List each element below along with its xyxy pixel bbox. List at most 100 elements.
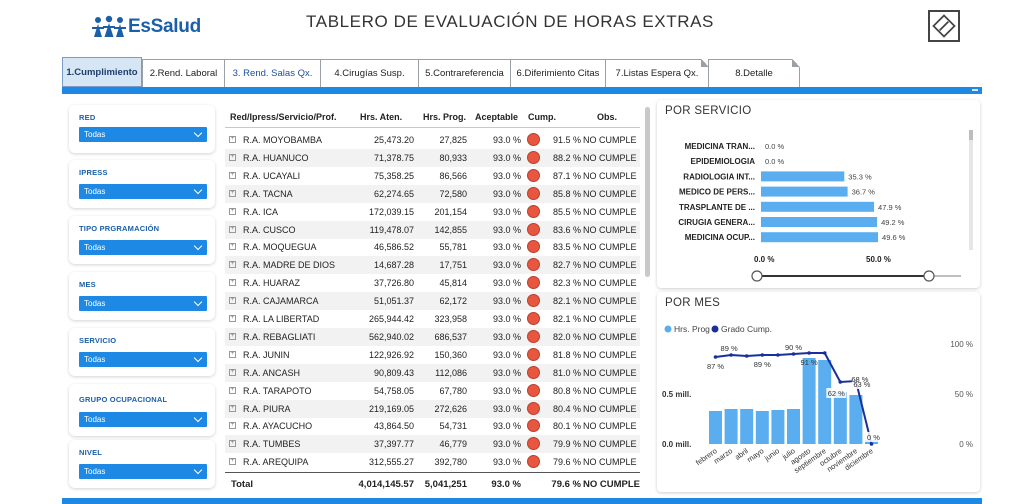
table-scrollbar[interactable] [645, 107, 650, 277]
table-row[interactable]: + R.A. AREQUIPA 312,555.27 392,780 93.0 % 79.… [225, 453, 640, 471]
mes-line-point[interactable] [744, 354, 749, 358]
row-name: R.A. TARAPOTO [243, 385, 312, 396]
mes-bar[interactable] [802, 358, 816, 444]
expand-row-icon[interactable]: + [229, 315, 236, 322]
expand-row-icon[interactable]: + [229, 261, 236, 269]
row-aceptable: 93.0 % [492, 224, 521, 235]
table-row[interactable]: + R.A. HUARAZ 37,726.80 45,814 93.0 % 82.3 % N… [225, 274, 640, 292]
table-row[interactable]: + R.A. ICA 172,039.15 201,154 93.0 % 85.5 % NO… [225, 203, 640, 221]
expand-row-icon[interactable]: + [229, 243, 236, 251]
expand-row-icon[interactable]: + [229, 297, 236, 305]
filter-dropdown[interactable]: Todas [79, 412, 207, 427]
column-header-name[interactable]: Red/Ipress/Servicio/Prof. [230, 112, 337, 122]
expand-row-icon[interactable]: + [229, 189, 236, 197]
expand-row-icon[interactable]: + [229, 404, 236, 412]
column-header-cump[interactable]: Cump. [528, 112, 556, 122]
row-hrs-prog: 17,751 [439, 260, 467, 271]
table-row[interactable]: + R.A. UCAYALI 75,358.25 86,566 93.0 % 87.1 %… [225, 167, 640, 185]
table-row[interactable]: + R.A. MOQUEGUA 46,586.52 55,781 93.0 % 83.5 … [225, 238, 640, 256]
expand-row-icon[interactable]: + [229, 207, 236, 215]
mes-line-point[interactable] [869, 442, 874, 446]
mes-bar[interactable] [724, 409, 738, 444]
row-hrs-aten: 75,358.25 [373, 170, 414, 181]
expand-row-icon[interactable]: + [229, 136, 236, 143]
range-slider-handle-max[interactable] [923, 270, 935, 282]
expand-row-icon[interactable]: + [229, 440, 236, 448]
mes-line-point[interactable] [729, 353, 733, 357]
table-row[interactable]: + R.A. AYACUCHO 43,864.50 54,731 93.0 % 80.1 … [225, 417, 640, 435]
mes-bar[interactable] [833, 392, 847, 444]
table-row[interactable]: + R.A. REBAGLIATI 562,940.02 686,537 93.0 % 8… [225, 327, 640, 346]
table-row[interactable]: + R.A. HUANUCO 71,378.75 80,933 93.0 % 88.2 %… [225, 148, 640, 167]
tab-detalle[interactable]: 8.Detalle [708, 59, 800, 87]
expand-row-icon[interactable]: + [229, 279, 236, 287]
tab-contrareferencia[interactable]: 5.Contrareferencia [418, 59, 510, 87]
servicio-bar[interactable] [761, 232, 879, 243]
range-slider-handle-min[interactable] [751, 270, 763, 282]
mes-line-point[interactable] [791, 352, 796, 356]
tab-diferimiento-citas[interactable]: 6.Diferimiento Citas [510, 59, 605, 87]
column-header-hrs-aten[interactable]: Hrs. Aten. [360, 112, 403, 122]
filter-dropdown[interactable]: Todas [79, 296, 207, 311]
expand-row-icon[interactable]: + [229, 171, 236, 179]
servicio-scrollbar-thumb[interactable] [969, 130, 973, 140]
mes-line-point[interactable] [776, 353, 780, 357]
expand-row-icon[interactable]: + [229, 225, 236, 233]
expand-row-icon[interactable]: + [229, 332, 236, 340]
row-hrs-aten: 25,473.20 [373, 135, 414, 145]
mes-line-point[interactable] [713, 355, 718, 359]
column-header-aceptable[interactable]: Aceptable [475, 112, 519, 122]
mes-bar[interactable] [818, 360, 832, 444]
servicio-bar[interactable] [761, 186, 848, 197]
filter-dropdown[interactable]: Todas [79, 127, 207, 142]
tab-cumplimiento[interactable]: 1.Cumplimiento [62, 57, 142, 87]
expand-row-icon[interactable]: + [229, 422, 236, 430]
table-row[interactable]: + R.A. TARAPOTO 54,758.05 67,780 93.0 % 80.8 … [225, 382, 640, 400]
tab-listas-espera-qx[interactable]: 7.Listas Espera Qx. [605, 59, 709, 87]
mes-line-point[interactable] [838, 380, 843, 384]
filter-dropdown[interactable]: Todas [79, 352, 207, 367]
mes-bar[interactable] [849, 395, 863, 444]
servicio-bar[interactable] [761, 201, 875, 212]
mes-bar[interactable] [740, 409, 754, 444]
servicio-bar[interactable] [761, 171, 845, 182]
diamond-edit-icon[interactable] [928, 10, 960, 42]
tab-rend-salas-qx[interactable]: 3. Rend. Salas Qx. [224, 59, 320, 87]
filter-dropdown[interactable]: Todas [79, 464, 207, 479]
filter-dropdown[interactable]: Todas [79, 240, 207, 255]
expand-row-icon[interactable]: + [229, 368, 236, 376]
table-row[interactable]: + R.A. TUMBES 37,397.77 46,779 93.0 % 79.9 % N… [225, 435, 640, 454]
expand-row-icon[interactable]: + [229, 350, 236, 358]
table-row[interactable]: + R.A. ANCASH 90,809.43 112,086 93.0 % 81.0 %… [225, 363, 640, 382]
column-header-obs[interactable]: Obs. [597, 112, 618, 122]
filter-dropdown[interactable]: Todas [79, 184, 207, 199]
expand-row-icon[interactable]: + [229, 386, 236, 394]
mes-bar[interactable] [755, 411, 769, 444]
table-row[interactable]: + R.A. JUNIN 122,926.92 150,360 93.0 % 81.8 %… [225, 346, 640, 364]
mes-line-point[interactable] [760, 353, 765, 357]
mes-line-point[interactable] [822, 351, 827, 355]
filter-label: SERVICIO [79, 336, 117, 345]
expand-row-icon[interactable]: + [229, 458, 236, 466]
minimize-icon[interactable] [972, 89, 978, 91]
servicio-category-label: TRASPLANTE DE ... [679, 203, 755, 212]
table-row[interactable]: + R.A. TACNA 62,274.65 72,580 93.0 % 85.8 % NO… [225, 184, 640, 203]
row-cump: 79.6 % [552, 457, 581, 468]
mes-line-point[interactable] [807, 351, 811, 355]
people-logo-icon [92, 15, 126, 37]
mes-bar[interactable] [709, 411, 722, 444]
mes-right-axis-tick: 100 % [950, 340, 973, 349]
table-row[interactable]: + R.A. MADRE DE DIOS 14,687.28 17,751 93.0 %… [225, 256, 640, 275]
tab-cirugias-susp[interactable]: 4.Cirugías Susp. [320, 59, 418, 87]
expand-row-icon[interactable]: + [229, 153, 236, 161]
table-row[interactable]: + R.A. CAJAMARCA 51,051.37 62,172 93.0 % 82.1… [225, 292, 640, 311]
table-row[interactable]: + R.A. CUSCO 119,478.07 142,855 93.0 % 83.6 %… [225, 220, 640, 239]
servicio-bar[interactable] [761, 217, 878, 227]
table-row[interactable]: + R.A. LA LIBERTAD 265,944.42 323,958 93.0 %… [225, 310, 640, 328]
table-row[interactable]: + R.A. MOYOBAMBA 25,473.20 27,825 93.0 % 91.5… [225, 131, 640, 149]
tab-rend-laboral[interactable]: 2.Rend. Laboral [142, 59, 224, 87]
table-row[interactable]: + R.A. PIURA 219,169.05 272,626 93.0 % 80.4 %… [225, 399, 640, 418]
mes-bar[interactable] [771, 410, 785, 444]
mes-bar[interactable] [787, 409, 800, 444]
column-header-hrs-prog[interactable]: Hrs. Prog. [423, 112, 467, 122]
